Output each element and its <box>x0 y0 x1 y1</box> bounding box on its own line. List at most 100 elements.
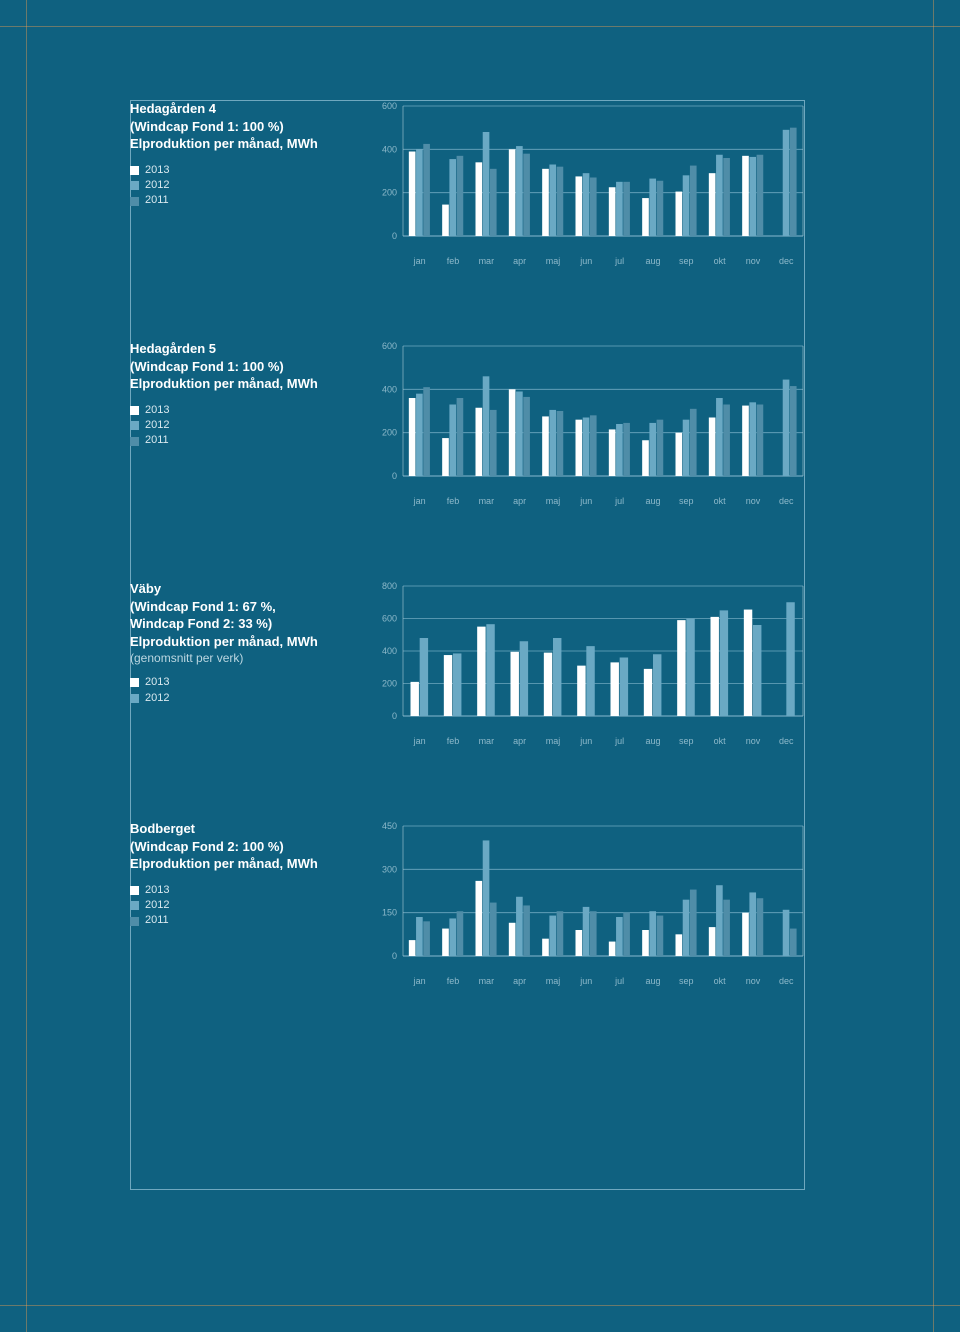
chart-title-line: (Windcap Fond 2: 100 %) <box>130 838 375 856</box>
bar <box>720 610 728 716</box>
legend-item: 2011 <box>130 193 375 208</box>
bar <box>716 885 723 956</box>
bar <box>623 423 630 476</box>
chart-title: Hedagården 4(Windcap Fond 1: 100 %)Elpro… <box>130 100 375 153</box>
bar <box>476 162 483 236</box>
bar <box>509 923 516 956</box>
chart-title-line: Elproduktion per månad, MWh <box>130 633 375 651</box>
bar <box>742 406 749 476</box>
bar <box>657 420 664 476</box>
chart-vaby: Väby(Windcap Fond 1: 67 %,Windcap Fond 2… <box>130 580 805 755</box>
chart-text-block: Bodberget(Windcap Fond 2: 100 %)Elproduk… <box>130 820 375 995</box>
bar <box>742 156 749 236</box>
trim-line <box>0 1305 960 1306</box>
trim-line <box>0 26 960 27</box>
legend-swatch <box>130 901 139 910</box>
legend-swatch <box>130 694 139 703</box>
bar <box>523 154 530 236</box>
x-tick-label: maj <box>536 976 569 986</box>
chart-title-line: (Windcap Fond 1: 67 %, <box>130 598 375 616</box>
bar <box>676 433 683 476</box>
bar <box>416 394 423 476</box>
bar <box>576 420 583 476</box>
bar <box>423 387 430 476</box>
legend-item: 2011 <box>130 433 375 448</box>
x-tick-label: okt <box>703 976 736 986</box>
bar <box>477 627 485 716</box>
bar <box>490 410 497 476</box>
x-tick-label: okt <box>703 736 736 746</box>
bar <box>457 398 464 476</box>
bar <box>449 159 456 236</box>
chart-svg: 0200400600 <box>375 100 805 250</box>
bar <box>783 380 790 476</box>
chart-title-line: Windcap Fond 2: 33 %) <box>130 615 375 633</box>
chart-text-block: Hedagården 5(Windcap Fond 1: 100 %)Elpro… <box>130 340 375 515</box>
bar <box>509 149 516 236</box>
chart-title-line: (Windcap Fond 1: 100 %) <box>130 118 375 136</box>
bar <box>483 376 490 476</box>
legend-swatch <box>130 197 139 206</box>
x-tick-label: mar <box>470 736 503 746</box>
bar <box>542 939 549 956</box>
x-tick-label: aug <box>636 496 669 506</box>
y-tick-label: 600 <box>382 614 397 624</box>
bar <box>742 913 749 956</box>
bar <box>520 641 528 716</box>
x-tick-label: apr <box>503 976 536 986</box>
bar <box>623 182 630 236</box>
x-tick-label: nov <box>736 256 769 266</box>
bar <box>586 646 594 716</box>
x-tick-label: jul <box>603 496 636 506</box>
legend: 20132012 <box>130 675 375 706</box>
y-tick-label: 600 <box>382 341 397 351</box>
chart-title-line: Bodberget <box>130 820 375 838</box>
x-tick-label: feb <box>436 496 469 506</box>
y-tick-label: 0 <box>392 471 397 481</box>
x-tick-label: nov <box>736 976 769 986</box>
legend-swatch <box>130 678 139 687</box>
bar <box>420 638 428 716</box>
chart-title-line: (Windcap Fond 1: 100 %) <box>130 358 375 376</box>
chart-title-line: Elproduktion per månad, MWh <box>130 375 375 393</box>
bar <box>744 610 752 716</box>
x-tick-label: mar <box>470 496 503 506</box>
bar <box>577 666 585 716</box>
bar <box>690 890 697 956</box>
bar <box>411 682 419 716</box>
legend-item: 2012 <box>130 898 375 913</box>
legend-swatch <box>130 166 139 175</box>
x-tick-label: aug <box>636 736 669 746</box>
x-tick-label: apr <box>503 736 536 746</box>
x-tick-label: dec <box>770 976 803 986</box>
bar <box>616 917 623 956</box>
legend-item: 2011 <box>130 913 375 928</box>
bar <box>590 911 597 956</box>
bar <box>486 624 494 716</box>
x-tick-label: jun <box>570 736 603 746</box>
legend-swatch <box>130 886 139 895</box>
y-tick-label: 0 <box>392 711 397 721</box>
legend-label: 2011 <box>145 193 169 208</box>
legend-label: 2011 <box>145 433 169 448</box>
legend-label: 2011 <box>145 913 169 928</box>
bar <box>442 438 449 476</box>
bar <box>676 192 683 236</box>
bar <box>716 398 723 476</box>
bar <box>749 402 756 476</box>
legend-swatch <box>130 406 139 415</box>
bar <box>642 930 649 956</box>
bar <box>683 420 690 476</box>
x-tick-label: aug <box>636 256 669 266</box>
bar <box>616 424 623 476</box>
bar <box>690 409 697 476</box>
bar <box>476 408 483 476</box>
x-tick-label: okt <box>703 256 736 266</box>
x-tick-label: jun <box>570 976 603 986</box>
bar <box>749 892 756 956</box>
y-tick-label: 400 <box>382 384 397 394</box>
legend: 201320122011 <box>130 163 375 209</box>
x-tick-label: dec <box>770 496 803 506</box>
bar <box>783 910 790 956</box>
bar <box>709 173 716 236</box>
